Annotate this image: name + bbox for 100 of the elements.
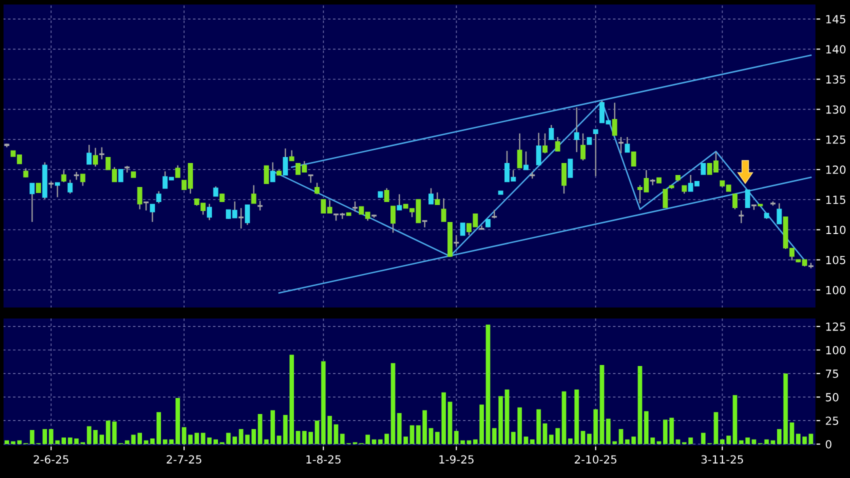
bar xyxy=(460,440,465,444)
y-tick-label: 135 xyxy=(826,75,846,84)
bar xyxy=(549,434,554,444)
candlestick xyxy=(23,168,28,178)
candlestick xyxy=(86,144,92,165)
candlestick xyxy=(118,168,124,182)
bar xyxy=(688,438,693,444)
candlestick xyxy=(454,234,459,248)
candlestick xyxy=(492,209,497,219)
y-tick-label: 105 xyxy=(826,256,846,264)
candlestick xyxy=(745,189,750,208)
bar xyxy=(290,354,294,444)
bar xyxy=(492,428,497,444)
candlestick xyxy=(732,194,738,210)
candlestick xyxy=(523,150,529,170)
y-tick-label: 115 xyxy=(826,196,846,204)
bar xyxy=(42,429,48,444)
y-tick-label: 125 xyxy=(826,322,846,331)
bar xyxy=(232,436,237,444)
candlestick xyxy=(175,164,180,178)
y-tick-label: 100 xyxy=(826,346,846,354)
candlestick xyxy=(264,165,269,184)
candlestick xyxy=(612,102,618,136)
y-tick-label: 140 xyxy=(826,45,846,54)
candlestick xyxy=(580,132,586,162)
candlestick xyxy=(384,188,390,202)
bar xyxy=(593,409,598,444)
candlestick xyxy=(428,188,434,204)
bar xyxy=(384,434,389,444)
bar xyxy=(156,412,161,444)
bar xyxy=(365,434,370,444)
bar xyxy=(796,434,800,444)
bar xyxy=(568,438,573,444)
bar xyxy=(308,432,313,444)
candlestick xyxy=(206,203,212,221)
candlestick xyxy=(213,186,218,197)
candlestick xyxy=(536,132,542,166)
x-tick-label: 1-9-25 xyxy=(439,455,474,464)
candlestick xyxy=(618,136,624,154)
candlestick xyxy=(662,188,668,208)
candlestick xyxy=(282,148,288,176)
bar xyxy=(606,418,611,444)
candlestick xyxy=(92,147,98,168)
bar xyxy=(511,432,516,444)
candlestick xyxy=(258,200,263,212)
bar xyxy=(600,365,604,444)
candlestick xyxy=(548,124,554,140)
x-tick-label: 3-11-25 xyxy=(701,455,743,464)
bar xyxy=(454,430,459,444)
bar xyxy=(214,439,218,444)
candlestick xyxy=(238,207,244,230)
candlestick xyxy=(530,171,535,180)
candlestick xyxy=(441,198,446,222)
y-tick-label: 125 xyxy=(826,135,846,144)
candlestick xyxy=(150,204,155,223)
bar xyxy=(618,429,624,444)
bar xyxy=(612,441,617,444)
candlestick xyxy=(30,182,35,223)
candlestick xyxy=(700,162,706,175)
candlestick xyxy=(574,106,580,153)
candlestick xyxy=(308,174,314,184)
candlestick xyxy=(36,182,41,193)
bar xyxy=(669,418,674,444)
candlestick xyxy=(270,162,276,182)
bar xyxy=(441,392,446,444)
candlestick xyxy=(460,222,466,236)
x-tick-label: 2-10-25 xyxy=(574,455,616,464)
candlestick xyxy=(396,194,402,210)
bar xyxy=(530,439,535,444)
bar xyxy=(416,425,421,444)
bar xyxy=(625,439,630,444)
bar xyxy=(428,428,434,444)
candlestick xyxy=(422,220,428,228)
bar xyxy=(194,432,199,444)
candlestick xyxy=(289,150,294,162)
candlestick xyxy=(624,136,630,153)
bar xyxy=(536,409,541,444)
bar xyxy=(555,428,560,444)
bar xyxy=(777,429,782,444)
y-tick-label: 0 xyxy=(826,440,832,448)
y-tick-label: 130 xyxy=(826,105,846,114)
bar xyxy=(574,390,579,444)
candlestick xyxy=(61,170,66,183)
y-tick-label: 120 xyxy=(826,166,846,174)
bar xyxy=(663,420,668,444)
bar xyxy=(631,436,636,444)
bar xyxy=(100,434,104,444)
bar xyxy=(422,410,427,444)
bar xyxy=(328,416,332,444)
candlestick xyxy=(390,206,396,234)
bar xyxy=(4,440,10,444)
bar xyxy=(473,439,478,444)
bar xyxy=(479,404,484,444)
bar xyxy=(62,438,66,444)
x-tick-label: 2-6-25 xyxy=(34,455,68,464)
candlestick xyxy=(593,129,598,177)
candlestick xyxy=(517,132,522,168)
candlestick xyxy=(251,184,256,204)
candlestick xyxy=(156,190,162,204)
candlestick xyxy=(352,200,358,212)
